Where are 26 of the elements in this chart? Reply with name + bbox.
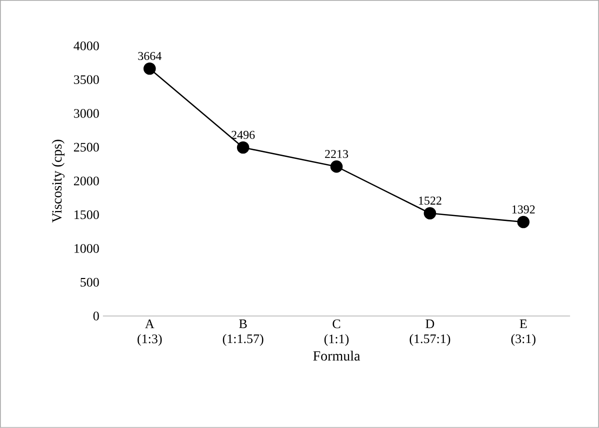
y-tick-label: 2000 (74, 176, 99, 186)
y-tick-label: 3000 (74, 109, 99, 118)
y-tick-label: 3500 (74, 75, 99, 84)
point (330, 160, 343, 173)
x-tick-label: E (3:1) (511, 320, 536, 346)
point (424, 207, 436, 220)
y-tick-label: 4000 (74, 42, 99, 50)
y-tick-label: 2500 (74, 142, 99, 152)
y-tick-label: 0 (93, 312, 99, 320)
x-tick-label: A (1:3) (138, 320, 162, 346)
point (236, 141, 250, 154)
data-label: 1522 (418, 196, 442, 205)
y-tick-label: 1500 (74, 210, 99, 220)
data-label: 2213 (325, 150, 348, 158)
point (144, 62, 156, 75)
x-axis-title: Formula (313, 350, 360, 361)
data-label: 3664 (138, 52, 162, 60)
y-tick-label: 1000 (74, 244, 99, 253)
y-axis-title: Viscosity (cps) (52, 140, 65, 223)
data-label: 2496 (232, 130, 255, 139)
x-tick-label: D (1.57:1) (410, 320, 450, 346)
x-tick-label: C (1:1) (324, 320, 349, 346)
data-label: 1392 (512, 205, 535, 214)
x-tick-label: B (1:1.57) (222, 320, 264, 346)
y-tick-label: 500 (80, 278, 99, 287)
point (517, 216, 530, 228)
